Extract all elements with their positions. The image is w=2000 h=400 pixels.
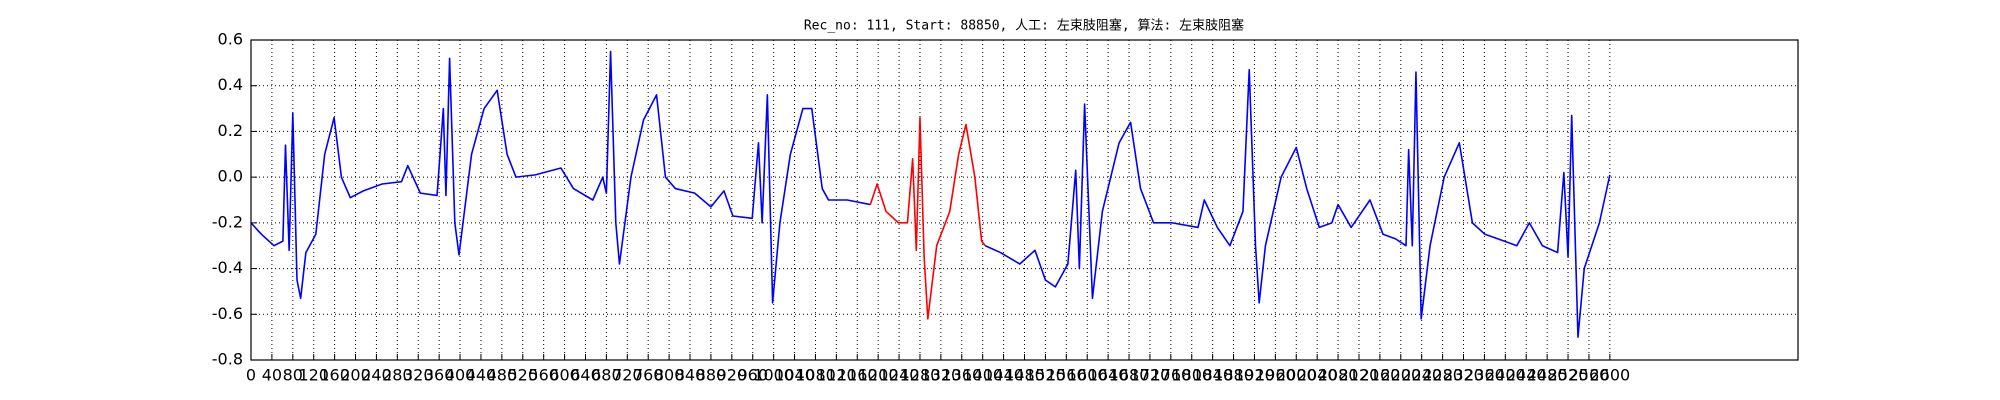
x-tick-label: 560 <box>528 366 559 385</box>
x-tick-label: 40 <box>262 366 282 385</box>
y-tick-label: -0.8 <box>212 350 243 369</box>
x-tick-label: 2360 <box>1464 366 1505 385</box>
x-tick-label: 1320 <box>921 366 962 385</box>
x-tick-label: 320 <box>403 366 434 385</box>
x-tick-label: 480 <box>487 366 518 385</box>
chart-title: Rec_no: 111, Start: 88850, 人工: 左束肢阻塞, 算法… <box>804 18 1244 34</box>
x-tick-label: 1720 <box>1130 366 1171 385</box>
x-tick-label: 2240 <box>1401 366 1442 385</box>
x-tick-label: 1280 <box>900 366 941 385</box>
x-tick-label: 2440 <box>1506 366 1547 385</box>
x-tick-label: 1600 <box>1067 366 1108 385</box>
x-tick-label: 680 <box>591 366 622 385</box>
x-tick-label: 80 <box>283 366 303 385</box>
x-tick-label: 2200 <box>1380 366 1421 385</box>
x-tick-label: 2120 <box>1339 366 1380 385</box>
x-tick-label: 1520 <box>1025 366 1066 385</box>
x-tick-label: 2600 <box>1589 366 1630 385</box>
x-tick-label: 1080 <box>795 366 836 385</box>
x-tick-label: 880 <box>696 366 727 385</box>
x-tick-label: 600 <box>549 366 580 385</box>
x-tick-label: 1560 <box>1046 366 1087 385</box>
x-tick-label: 2040 <box>1297 366 1338 385</box>
y-tick-label: 0.0 <box>218 167 243 186</box>
signal-line <box>250 50 1611 338</box>
signal-line <box>869 116 986 320</box>
x-tick-label: 920 <box>717 366 748 385</box>
x-tick-label: 1440 <box>983 366 1024 385</box>
x-tick-label: 1960 <box>1255 366 1296 385</box>
y-tick-label: 0.4 <box>218 75 243 94</box>
x-tick-label: 1000 <box>753 366 794 385</box>
x-tick-label: 2400 <box>1485 366 1526 385</box>
x-tick-label: 800 <box>654 366 685 385</box>
x-tick-label: 640 <box>570 366 601 385</box>
x-tick-label: 280 <box>382 366 413 385</box>
x-tick-label: 160 <box>319 366 350 385</box>
x-tick-label: 840 <box>675 366 706 385</box>
x-tick-label: 1800 <box>1171 366 1212 385</box>
x-tick-label: 760 <box>633 366 664 385</box>
x-tick-label: 200 <box>340 366 371 385</box>
x-tick-label: 2520 <box>1548 366 1589 385</box>
plot-frame <box>250 39 1799 361</box>
x-tick-label: 240 <box>361 366 392 385</box>
x-tick-label: 960 <box>737 366 768 385</box>
x-tick-label: 2160 <box>1360 366 1401 385</box>
y-tick-label: -0.4 <box>212 258 243 277</box>
x-tick-label: 0 <box>246 366 256 385</box>
x-tick-label: 1360 <box>941 366 982 385</box>
y-tick-label: -0.2 <box>212 212 243 231</box>
x-tick-label: 1120 <box>816 366 857 385</box>
x-tick-label: 1240 <box>879 366 920 385</box>
y-tick-label: 0.2 <box>218 121 243 140</box>
x-tick-label: 1640 <box>1088 366 1129 385</box>
x-tick-label: 1760 <box>1150 366 1191 385</box>
x-tick-label: 360 <box>424 366 455 385</box>
x-tick-label: 120 <box>298 366 329 385</box>
x-tick-label: 2480 <box>1527 366 1568 385</box>
x-tick-label: 2080 <box>1318 366 1359 385</box>
x-tick-label: 1400 <box>962 366 1003 385</box>
x-tick-label: 1880 <box>1213 366 1254 385</box>
x-tick-label: 2000 <box>1276 366 1317 385</box>
x-tick-label: 440 <box>466 366 497 385</box>
x-tick-label: 720 <box>612 366 643 385</box>
x-tick-label: 520 <box>507 366 538 385</box>
y-tick-label: -0.6 <box>212 304 243 323</box>
y-tick-label: 0.6 <box>218 30 243 49</box>
x-tick-label: 2320 <box>1443 366 1484 385</box>
x-tick-label: 1680 <box>1109 366 1150 385</box>
x-tick-label: 1200 <box>858 366 899 385</box>
x-tick-label: 1920 <box>1234 366 1275 385</box>
x-tick-label: 1160 <box>837 366 878 385</box>
x-tick-label: 1040 <box>774 366 815 385</box>
x-tick-label: 1840 <box>1192 366 1233 385</box>
x-tick-label: 400 <box>445 366 476 385</box>
x-tick-label: 1480 <box>1004 366 1045 385</box>
x-tick-label: 2560 <box>1569 366 1610 385</box>
x-tick-label: 2280 <box>1422 366 1463 385</box>
